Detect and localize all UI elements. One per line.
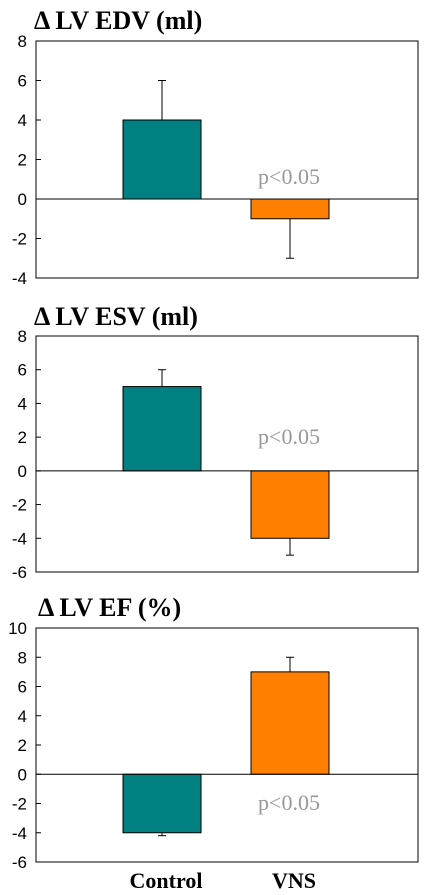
bar-control (122, 773, 202, 834)
y-tick-label: 8 (18, 327, 27, 346)
chart-panel-1: Δ LV EDV (ml) -4 -2 0 2 4 6 8 p<0.05 (12, 6, 419, 288)
bar-vns (250, 671, 330, 775)
chart-panel-3: Δ LV EF (%) -6 -4 -2 0 2 4 6 8 10 p<0.05 Control VNS (8, 593, 419, 893)
y-tick-label: -2 (12, 496, 27, 515)
y-tick-label: 2 (18, 736, 27, 755)
y-tick-label: -4 (12, 824, 27, 843)
y-tick-label: 6 (18, 678, 27, 697)
y-tick-label: -4 (12, 269, 27, 288)
chart-title: Δ LV ESV (ml) (34, 302, 198, 331)
y-tick-label: -4 (12, 529, 27, 548)
y-tick-label: 4 (18, 394, 27, 413)
y-tick-label: 2 (18, 428, 27, 447)
y-tick-label: 0 (18, 190, 27, 209)
chart-title: Δ LV EF (%) (38, 593, 181, 622)
plot-frame (35, 627, 419, 863)
plot-frame (35, 335, 419, 573)
y-tick-label: -6 (12, 853, 27, 872)
y-tick-label: 8 (18, 648, 27, 667)
y-tick-label: 4 (18, 111, 27, 130)
significance-annotation: p<0.05 (258, 164, 320, 189)
y-tick-label: -6 (12, 563, 27, 582)
y-tick-label: 0 (18, 462, 27, 481)
category-label-control: Control (130, 868, 203, 893)
y-tick-label: 0 (18, 765, 27, 784)
y-tick-label: 10 (8, 619, 27, 638)
category-label-vns: VNS (272, 868, 316, 893)
y-tick-label: 6 (18, 72, 27, 91)
chart-title: Δ LV EDV (ml) (34, 6, 202, 35)
y-tick-label: 8 (18, 32, 27, 51)
bar-vns (250, 470, 330, 539)
y-tick-label: 2 (18, 151, 27, 170)
bar-control (122, 119, 202, 200)
bar-vns (250, 198, 330, 220)
y-tick-label: -2 (12, 795, 27, 814)
plot-frame (35, 40, 419, 279)
significance-annotation: p<0.05 (258, 790, 320, 815)
significance-annotation: p<0.05 (258, 424, 320, 449)
y-tick-label: 4 (18, 707, 27, 726)
chart-panel-2: Δ LV ESV (ml) -6 -4 -2 0 2 4 6 8 p<0.05 (12, 302, 419, 582)
y-tick-label: -2 (12, 230, 27, 249)
y-tick-label: 6 (18, 361, 27, 380)
bar-control (122, 386, 202, 472)
